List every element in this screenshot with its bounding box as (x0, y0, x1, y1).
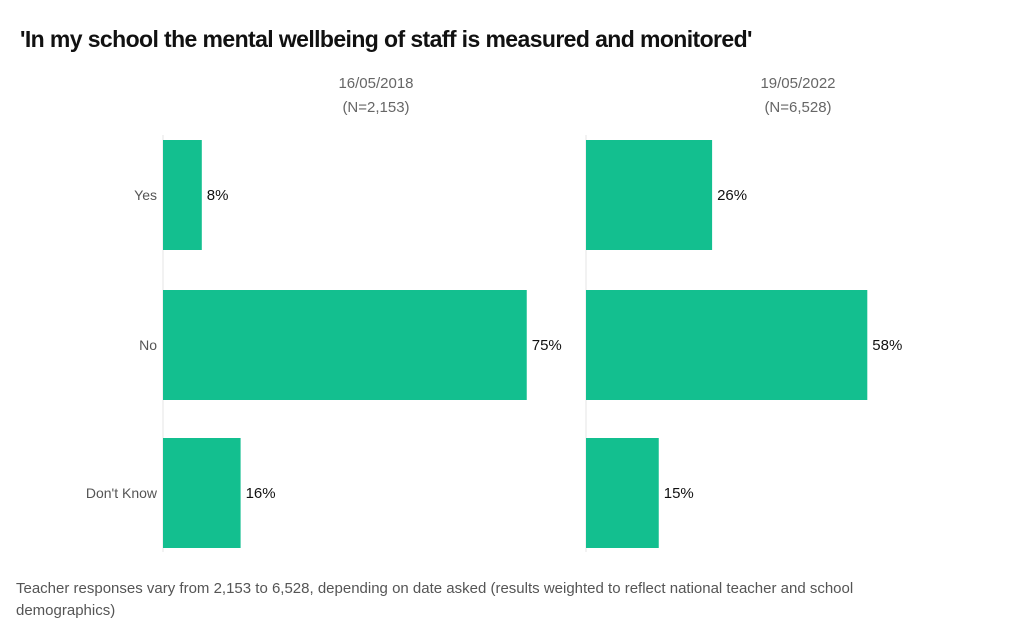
panel-2-date: 19/05/2022 (760, 75, 836, 92)
data-label-2-1: 26% (717, 187, 747, 204)
panel-1-n: (N=2,153) (342, 99, 410, 116)
category-label-1: Yes (134, 187, 157, 203)
category-label-2: No (139, 337, 157, 353)
chart-title: 'In my school the mental wellbeing of st… (20, 26, 753, 52)
category-label-3: Don't Know (86, 485, 158, 501)
bar-2-3 (586, 438, 659, 548)
panel-2-n: (N=6,528) (764, 99, 832, 116)
panel-2-header: 19/05/2022 (N=6,528) (648, 72, 948, 120)
bar-1-1 (163, 140, 202, 250)
data-label-2-3: 15% (664, 485, 694, 502)
data-label-1-2: 75% (532, 337, 562, 354)
bar-2-1 (586, 140, 713, 250)
data-label-1-1: 8% (207, 187, 229, 204)
bar-2-2 (586, 290, 868, 400)
data-label-2-2: 58% (872, 337, 902, 354)
panel-1-header: 16/05/2018 (N=2,153) (226, 72, 526, 120)
panel-1-date: 16/05/2018 (338, 75, 414, 92)
data-label-1-3: 16% (246, 485, 276, 502)
bar-1-2 (163, 290, 527, 400)
bar-1-3 (163, 438, 241, 548)
footnote-line-1: Teacher responses vary from 2,153 to 6,5… (16, 580, 854, 597)
footnote-line-2: demographics) (16, 602, 116, 619)
